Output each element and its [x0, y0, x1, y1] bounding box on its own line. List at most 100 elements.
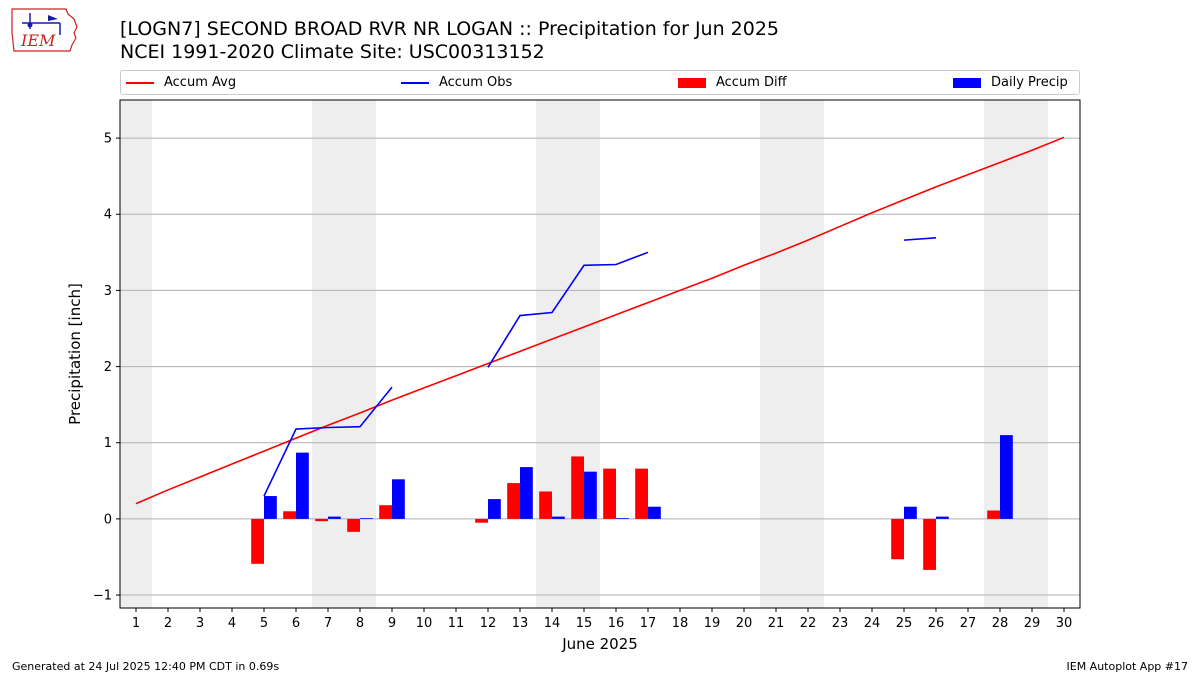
x-tick-label: 9	[388, 616, 396, 631]
x-tick-label: 27	[960, 616, 977, 631]
x-tick-label: 1	[132, 616, 140, 631]
x-tick-label: 25	[896, 616, 913, 631]
accum-diff-bar	[987, 510, 1000, 519]
x-tick-label: 12	[480, 616, 497, 631]
accum-diff-bar	[283, 511, 296, 519]
y-tick-label: 2	[104, 360, 112, 375]
daily-precip-bar	[392, 479, 405, 519]
lines	[135, 136, 1065, 505]
legend-label-accum-avg: Accum Avg	[164, 75, 237, 90]
x-tick-label: 16	[608, 616, 625, 631]
accum-diff-bar	[539, 491, 552, 519]
accum-diff-bar	[347, 518, 360, 532]
x-tick-label: 7	[324, 616, 332, 631]
weekend-shade-4	[984, 100, 1048, 608]
x-tick-label: 18	[672, 616, 689, 631]
x-tick-label: 23	[832, 616, 849, 631]
weekend-shade-1	[312, 100, 376, 608]
accum-obs-line	[487, 251, 649, 368]
wind-vane-icon	[48, 15, 58, 21]
x-tick-label: 24	[864, 616, 881, 631]
bars	[251, 435, 1013, 570]
daily-precip-bar	[584, 471, 597, 519]
plot-frame	[119, 99, 1081, 609]
daily-precip-bar	[264, 496, 277, 519]
daily-precip-bar	[328, 516, 341, 519]
weather-station-sensor-icon	[27, 22, 33, 28]
x-tick-label: 14	[544, 616, 561, 631]
legend-swatch-accum-avg	[126, 81, 154, 84]
logo-text: IEM	[20, 31, 56, 50]
legend-label-accum-diff: Accum Diff	[716, 75, 787, 90]
y-tick-label: 5	[104, 132, 112, 147]
weekend-shade-2	[536, 100, 600, 608]
accum-diff-bar	[603, 468, 616, 519]
footer-generated: Generated at 24 Jul 2025 12:40 PM CDT in…	[12, 660, 280, 673]
daily-precip-bar	[616, 518, 629, 519]
legend-item-daily-precip: Daily Precip	[953, 71, 1068, 94]
accum-diff-bar	[891, 518, 904, 560]
accum-diff-bar	[475, 518, 488, 523]
x-tick-label: 4	[228, 616, 236, 631]
iem-logo: IEM	[11, 8, 78, 52]
legend-item-accum-avg: Accum Avg	[126, 71, 236, 94]
x-tick-label: 8	[356, 616, 364, 631]
y-tick-label: 3	[104, 284, 112, 299]
accum-diff-bar	[379, 505, 392, 519]
accum-diff-bar	[251, 518, 264, 564]
legend-label-accum-obs: Accum Obs	[439, 75, 513, 90]
weekend-shade-3	[760, 100, 824, 608]
accum-obs-line	[903, 237, 937, 241]
chart-title: [LOGN7] SECOND BROAD RVR NR LOGAN :: Pre…	[120, 18, 780, 40]
legend-item-accum-obs: Accum Obs	[401, 71, 512, 94]
legend: Accum Avg Accum Obs Accum Diff Daily Pre…	[120, 70, 1080, 95]
daily-precip-bar	[360, 518, 373, 519]
x-tick-label: 22	[800, 616, 817, 631]
legend-swatch-daily-precip	[953, 77, 981, 88]
x-tick-label: 29	[1024, 616, 1041, 631]
daily-precip-bar	[296, 452, 309, 519]
daily-precip-bar	[904, 506, 917, 519]
legend-item-accum-diff: Accum Diff	[678, 71, 787, 94]
y-tick-label: −1	[93, 589, 112, 604]
legend-label-daily-precip: Daily Precip	[991, 75, 1068, 90]
x-tick-label: 28	[992, 616, 1009, 631]
y-axis-label: Precipitation [inch]	[66, 283, 84, 425]
chart-subtitle: NCEI 1991-2020 Climate Site: USC00313152	[120, 41, 545, 63]
y-tick-label: 4	[104, 208, 112, 223]
daily-precip-bar	[520, 467, 533, 519]
x-tick-label: 10	[416, 616, 433, 631]
footer-app-id: IEM Autoplot App #17	[1066, 660, 1189, 673]
y-tick-label: 0	[104, 512, 112, 527]
daily-precip-bar	[648, 506, 661, 519]
weekend-shade-0	[120, 100, 152, 608]
x-tick-label: 15	[576, 616, 593, 631]
y-tick-label: 1	[104, 436, 112, 451]
x-tick-label: 3	[196, 616, 204, 631]
accum-diff-bar	[571, 456, 584, 519]
x-tick-label: 5	[260, 616, 268, 631]
x-tick-label: 13	[512, 616, 529, 631]
x-tick-label: 17	[640, 616, 657, 631]
x-tick-label: 2	[164, 616, 172, 631]
x-tick-label: 19	[704, 616, 721, 631]
legend-swatch-accum-obs	[401, 81, 429, 84]
iowa-state-outline	[11, 8, 78, 52]
x-tick-label: 21	[768, 616, 785, 631]
accum-diff-bar	[315, 518, 328, 522]
x-tick-label: 26	[928, 616, 945, 631]
accum-diff-bar	[507, 483, 520, 519]
accum-obs-line	[263, 386, 393, 497]
daily-precip-bar	[488, 499, 501, 519]
daily-precip-bar	[1000, 435, 1013, 519]
accum-diff-bar	[635, 468, 648, 519]
legend-swatch-accum-diff	[678, 77, 706, 88]
x-tick-label: 30	[1056, 616, 1073, 631]
daily-precip-bar	[552, 516, 565, 519]
accum-diff-bar	[923, 518, 936, 570]
x-tick-label: 20	[736, 616, 753, 631]
y-gridlines	[120, 137, 1080, 596]
daily-precip-bar	[936, 516, 949, 519]
